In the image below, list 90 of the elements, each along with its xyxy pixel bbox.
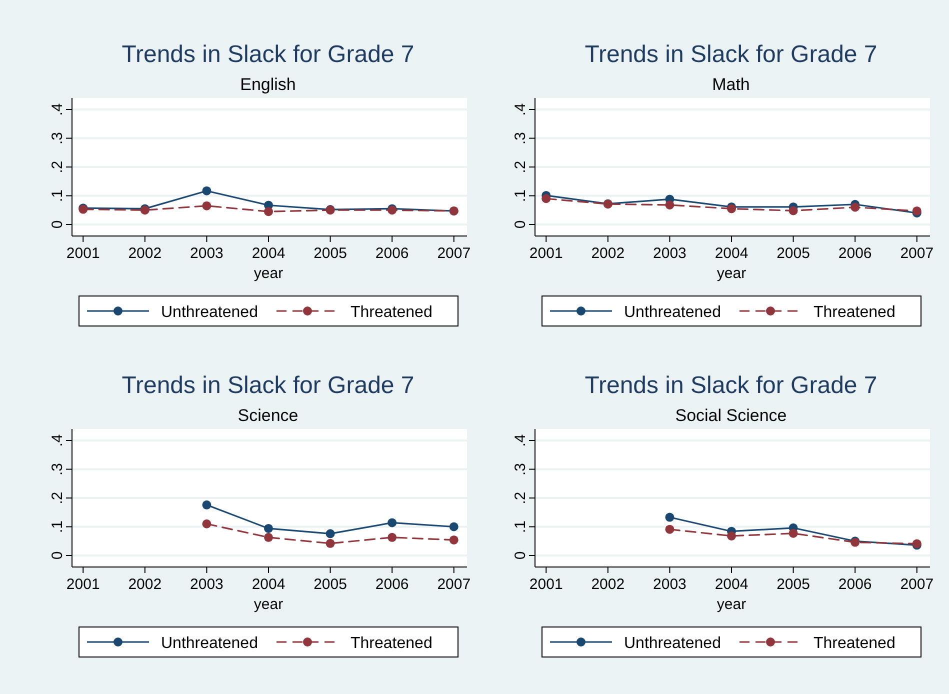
- x-tick-label: 2003: [190, 245, 224, 262]
- point: [326, 538, 335, 548]
- point: [665, 524, 674, 534]
- y-tick-label: .1: [49, 189, 66, 202]
- chart-subtitle: Math: [712, 75, 750, 94]
- y-tick-label: 0: [512, 220, 529, 229]
- x-tick-label: 2006: [838, 576, 872, 593]
- x-tick-label: 2007: [437, 576, 471, 593]
- legend-label: Unthreatened: [624, 304, 721, 321]
- x-tick-label: 2002: [591, 245, 625, 262]
- point: [202, 519, 212, 528]
- x-tick-label: 2007: [437, 245, 471, 262]
- y-tick-label: .2: [512, 160, 529, 174]
- y-tick-label: .4: [49, 434, 66, 447]
- point: [264, 524, 273, 533]
- x-tick-label: 2002: [128, 576, 162, 593]
- point: [202, 500, 212, 510]
- point: [665, 200, 674, 210]
- chart-subtitle: Social Science: [675, 406, 787, 425]
- legend-label: Threatened: [350, 304, 432, 321]
- y-tick-label: .2: [49, 492, 66, 504]
- point: [202, 186, 212, 196]
- point: [264, 532, 273, 542]
- x-tick-label: 2006: [375, 576, 409, 593]
- point: [388, 532, 397, 542]
- y-tick-label: 0: [49, 220, 66, 229]
- legend-label: Threatened: [814, 635, 896, 652]
- legend-label: Unthreatened: [624, 635, 721, 652]
- x-tick-label: 2002: [591, 576, 625, 593]
- x-tick-label: 2004: [252, 245, 286, 262]
- x-tick-label: 2001: [529, 245, 563, 262]
- point: [542, 194, 551, 204]
- x-tick-label: 2003: [653, 245, 686, 262]
- chart-title: Trends in Slack for Grade 7: [584, 372, 878, 399]
- x-tick-label: 2006: [375, 245, 409, 262]
- y-tick-label: .3: [49, 462, 66, 476]
- point: [788, 528, 798, 538]
- x-tick-label: 2005: [776, 576, 810, 593]
- point: [912, 206, 922, 216]
- x-tick-label: 2007: [900, 245, 934, 262]
- chart-title: Trends in Slack for Grade 7: [584, 41, 878, 68]
- x-tick-label: 2004: [714, 245, 748, 262]
- x-tick-label: 2005: [776, 245, 810, 262]
- y-tick-label: .1: [512, 520, 529, 534]
- x-tick-label: 2001: [66, 576, 100, 593]
- y-tick-label: 0: [512, 551, 529, 560]
- point: [727, 531, 736, 540]
- y-tick-label: .3: [512, 132, 529, 145]
- point: [665, 512, 674, 522]
- y-tick-label: .3: [49, 132, 66, 145]
- chart-subtitle: English: [240, 75, 296, 94]
- x-tick-label: 2004: [252, 576, 286, 593]
- legend-label: Threatened: [814, 304, 896, 321]
- x-axis-title: year: [716, 596, 746, 613]
- x-tick-label: 2006: [838, 245, 872, 262]
- y-tick-label: .1: [49, 520, 66, 534]
- x-tick-label: 2003: [190, 576, 224, 593]
- x-tick-label: 2007: [900, 576, 934, 593]
- x-tick-label: 2001: [66, 245, 100, 262]
- y-tick-label: .2: [512, 492, 529, 504]
- chart-title: Trends in Slack for Grade 7: [122, 372, 414, 399]
- x-tick-label: 2002: [128, 245, 162, 262]
- legend-label: Threatened: [350, 635, 432, 652]
- chart-subtitle: Science: [238, 406, 298, 425]
- y-tick-label: .4: [512, 103, 529, 116]
- y-tick-label: .1: [512, 189, 529, 202]
- x-tick-label: 2003: [653, 576, 686, 593]
- legend-label: Unthreatened: [161, 304, 258, 321]
- point: [264, 207, 273, 216]
- x-axis-title: year: [716, 265, 746, 282]
- point: [449, 535, 458, 544]
- point: [850, 202, 860, 212]
- y-tick-label: .3: [512, 462, 529, 476]
- point: [788, 206, 798, 216]
- y-tick-label: 0: [49, 551, 66, 560]
- point: [326, 529, 335, 538]
- y-tick-label: .2: [49, 160, 66, 174]
- point: [449, 522, 458, 532]
- x-axis-title: year: [254, 596, 284, 613]
- x-axis-title: year: [254, 265, 284, 282]
- x-tick-label: 2005: [314, 576, 347, 593]
- x-tick-label: 2004: [714, 576, 748, 593]
- y-tick-label: .4: [512, 434, 529, 447]
- x-tick-label: 2001: [529, 576, 563, 593]
- point: [202, 201, 212, 210]
- x-tick-label: 2005: [314, 245, 347, 262]
- chart-title: Trends in Slack for Grade 7: [122, 41, 414, 68]
- y-tick-label: .4: [49, 103, 66, 116]
- point: [388, 518, 397, 528]
- legend-label: Unthreatened: [161, 635, 258, 652]
